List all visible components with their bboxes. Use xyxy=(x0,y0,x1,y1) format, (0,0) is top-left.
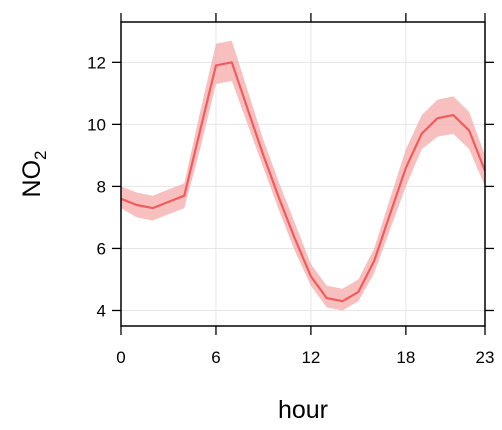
tick-labels-layer: 0 6 12 18 23 4 6 8 10 12 xyxy=(87,53,494,367)
x-axis-title: hour xyxy=(278,396,328,424)
series-line-0 xyxy=(120,61,487,303)
y-axis-title-main: NO xyxy=(18,160,46,198)
y-tick-label-4: 4 xyxy=(97,301,106,320)
x-tick-label-18: 18 xyxy=(396,348,415,367)
y-tick-label-6: 6 xyxy=(97,239,106,258)
y-axis-title-subscript: 2 xyxy=(31,151,50,160)
plot-panel-frame xyxy=(120,21,486,327)
x-tick-label-0: 0 xyxy=(116,348,125,367)
y-axis-title: NO2 xyxy=(18,151,50,198)
confidence-band-0 xyxy=(121,40,485,311)
x-tick-label-6: 6 xyxy=(211,348,220,367)
y-tick-label-10: 10 xyxy=(87,115,106,134)
y-tick-label-12: 12 xyxy=(87,53,106,72)
x-tick-label-23: 23 xyxy=(476,348,495,367)
x-tick-label-12: 12 xyxy=(301,348,320,367)
series-line-layer xyxy=(120,61,487,303)
confidence-band-layer xyxy=(121,40,485,311)
grid-lines xyxy=(120,22,486,326)
axis-ticks-layer xyxy=(112,13,494,335)
y-tick-label-8: 8 xyxy=(97,177,106,196)
